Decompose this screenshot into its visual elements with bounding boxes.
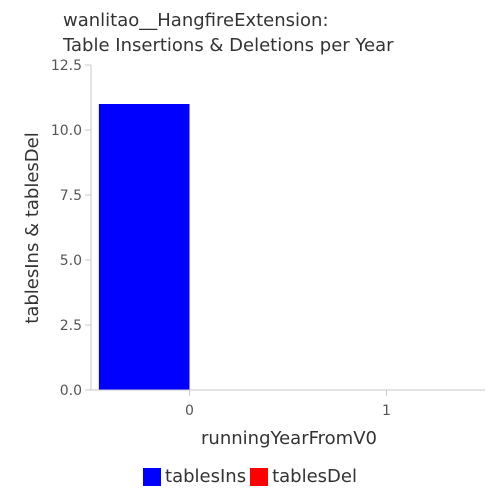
legend-item-tablesins: tablesIns — [143, 466, 246, 487]
legend-label-tablesins: tablesIns — [165, 466, 247, 487]
y-tick-label-4: 10.0 — [51, 123, 82, 139]
y-tick-label-3: 7.5 — [60, 188, 82, 204]
bars — [98, 104, 190, 390]
x-tick-label-1: 1 — [382, 403, 391, 419]
legend-swatch-tablesdel — [250, 467, 269, 486]
y-tick-label-1: 2.5 — [60, 318, 82, 334]
chart-title-line-1: wanlitao__HangfireExtension: — [63, 10, 329, 31]
legend-label-tablesdel: tablesDel — [272, 466, 357, 487]
y-axis: 0.0 2.5 5.0 7.5 10.0 12.5 — [51, 58, 92, 399]
x-axis-label: runningYearFromV0 — [201, 428, 377, 449]
y-tick-label-0: 0.0 — [60, 383, 82, 399]
bar-tablesins-0 — [98, 104, 190, 390]
y-tick-label-5: 12.5 — [51, 58, 82, 74]
chart-title-line-2: Table Insertions & Deletions per Year — [63, 35, 394, 56]
legend-item-tablesdel: tablesDel — [250, 466, 357, 487]
y-axis-label: tablesIns & tablesDel — [22, 132, 43, 323]
y-tick-label-2: 5.0 — [60, 253, 82, 269]
chart-title: wanlitao__HangfireExtension: Table Inser… — [63, 8, 394, 58]
x-tick-label-0: 0 — [185, 403, 194, 419]
legend: tablesIns tablesDel — [0, 466, 500, 487]
legend-swatch-tablesins — [143, 467, 162, 486]
